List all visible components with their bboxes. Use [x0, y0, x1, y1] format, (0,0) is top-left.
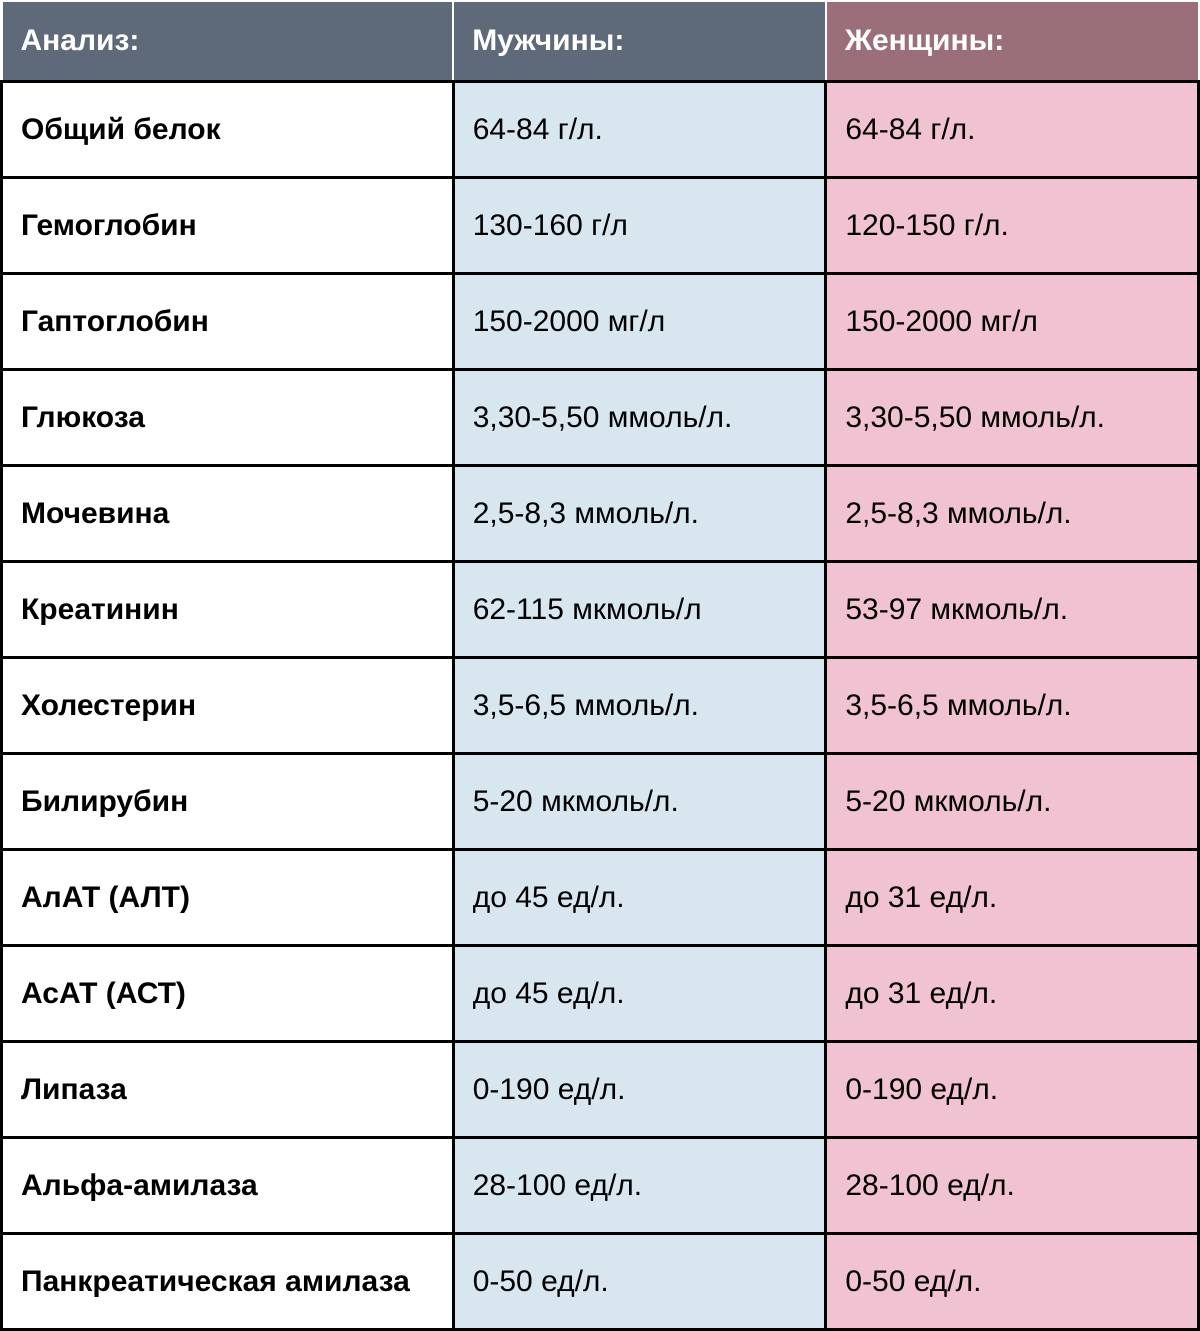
- cell-men: 2,5-8,3 ммоль/л.: [453, 466, 826, 562]
- table-row: АсАТ (АСТ)до 45 ед/л.до 31 ед/л.: [2, 946, 1199, 1042]
- cell-analysis: Альфа-амилаза: [2, 1138, 454, 1234]
- cell-women: 0-50 ед/л.: [826, 1234, 1199, 1330]
- cell-analysis: АсАТ (АСТ): [2, 946, 454, 1042]
- header-analysis: Анализ:: [2, 1, 454, 82]
- cell-women: 2,5-8,3 ммоль/л.: [826, 466, 1199, 562]
- cell-men: 150-2000 мг/л: [453, 274, 826, 370]
- table-row: Гаптоглобин150-2000 мг/л150-2000 мг/л: [2, 274, 1199, 370]
- blood-analysis-table: Анализ: Мужчины: Женщины: Общий белок64-…: [0, 0, 1200, 1331]
- cell-women: 53-97 мкмоль/л.: [826, 562, 1199, 658]
- cell-women: 64-84 г/л.: [826, 82, 1199, 178]
- header-women: Женщины:: [826, 1, 1199, 82]
- cell-women: 28-100 ед/л.: [826, 1138, 1199, 1234]
- cell-women: 0-190 ед/л.: [826, 1042, 1199, 1138]
- cell-men: 3,30-5,50 ммоль/л.: [453, 370, 826, 466]
- table-row: Холестерин3,5-6,5 ммоль/л.3,5-6,5 ммоль/…: [2, 658, 1199, 754]
- cell-women: до 31 ед/л.: [826, 850, 1199, 946]
- cell-women: до 31 ед/л.: [826, 946, 1199, 1042]
- table-row: Креатинин62-115 мкмоль/л53-97 мкмоль/л.: [2, 562, 1199, 658]
- cell-women: 3,30-5,50 ммоль/л.: [826, 370, 1199, 466]
- cell-women: 120-150 г/л.: [826, 178, 1199, 274]
- cell-analysis: Липаза: [2, 1042, 454, 1138]
- table-row: Общий белок64-84 г/л.64-84 г/л.: [2, 82, 1199, 178]
- table-row: Липаза0-190 ед/л.0-190 ед/л.: [2, 1042, 1199, 1138]
- cell-analysis: Мочевина: [2, 466, 454, 562]
- cell-analysis: АлАТ (АЛТ): [2, 850, 454, 946]
- table-row: АлАТ (АЛТ)до 45 ед/л.до 31 ед/л.: [2, 850, 1199, 946]
- cell-men: 130-160 г/л: [453, 178, 826, 274]
- cell-analysis: Билирубин: [2, 754, 454, 850]
- table-row: Мочевина2,5-8,3 ммоль/л.2,5-8,3 ммоль/л.: [2, 466, 1199, 562]
- cell-women: 150-2000 мг/л: [826, 274, 1199, 370]
- cell-analysis: Глюкоза: [2, 370, 454, 466]
- table-row: Билирубин5-20 мкмоль/л.5-20 мкмоль/л.: [2, 754, 1199, 850]
- cell-men: 64-84 г/л.: [453, 82, 826, 178]
- table-header-row: Анализ: Мужчины: Женщины:: [2, 1, 1199, 82]
- cell-men: 5-20 мкмоль/л.: [453, 754, 826, 850]
- table-row: Альфа-амилаза28-100 ед/л.28-100 ед/л.: [2, 1138, 1199, 1234]
- cell-men: 28-100 ед/л.: [453, 1138, 826, 1234]
- table-row: Глюкоза3,30-5,50 ммоль/л.3,30-5,50 ммоль…: [2, 370, 1199, 466]
- cell-men: 62-115 мкмоль/л: [453, 562, 826, 658]
- table-row: Панкреатическая амилаза0-50 ед/л.0-50 ед…: [2, 1234, 1199, 1330]
- table-row: Гемоглобин130-160 г/л120-150 г/л.: [2, 178, 1199, 274]
- cell-analysis: Холестерин: [2, 658, 454, 754]
- cell-analysis: Панкреатическая амилаза: [2, 1234, 454, 1330]
- cell-analysis: Общий белок: [2, 82, 454, 178]
- cell-men: до 45 ед/л.: [453, 946, 826, 1042]
- cell-men: 0-190 ед/л.: [453, 1042, 826, 1138]
- cell-women: 5-20 мкмоль/л.: [826, 754, 1199, 850]
- header-men: Мужчины:: [453, 1, 826, 82]
- cell-analysis: Креатинин: [2, 562, 454, 658]
- cell-women: 3,5-6,5 ммоль/л.: [826, 658, 1199, 754]
- cell-men: 0-50 ед/л.: [453, 1234, 826, 1330]
- cell-men: 3,5-6,5 ммоль/л.: [453, 658, 826, 754]
- cell-men: до 45 ед/л.: [453, 850, 826, 946]
- cell-analysis: Гаптоглобин: [2, 274, 454, 370]
- cell-analysis: Гемоглобин: [2, 178, 454, 274]
- table-body: Общий белок64-84 г/л.64-84 г/л.Гемоглоби…: [2, 82, 1199, 1330]
